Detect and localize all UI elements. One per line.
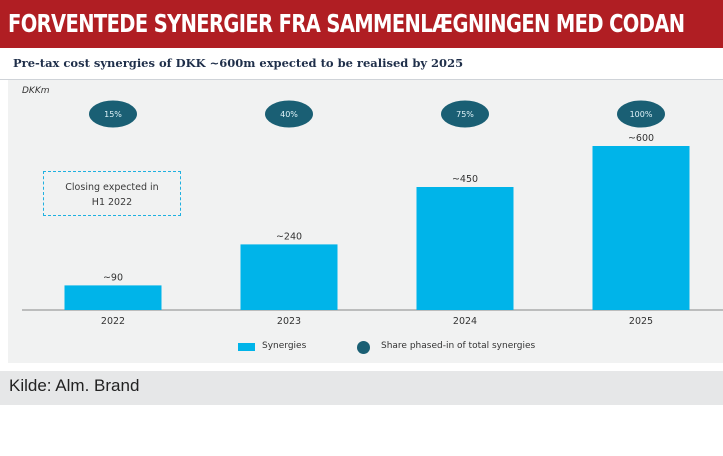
share-circle (617, 100, 665, 128)
share-percent-label: 75% (456, 110, 474, 119)
x-tick-label: 2022 (101, 316, 125, 327)
bar-2022 (64, 285, 162, 310)
bar-value-label: ~450 (452, 174, 478, 185)
subtitle-band (0, 48, 723, 80)
legend-synergies-swatch (238, 343, 255, 351)
title-banner (0, 0, 723, 48)
share-circle (265, 100, 313, 128)
x-tick-label: 2024 (453, 316, 477, 327)
chart-title: Pre-tax cost synergies of DKK ~600m expe… (13, 56, 464, 70)
share-percent-label: 40% (280, 110, 298, 119)
share-circle (89, 100, 137, 128)
callout-line-2: H1 2022 (91, 197, 133, 208)
callout-line-1: Closing expected in (65, 182, 159, 193)
share-percent-label: 15% (104, 110, 122, 119)
page-title: FORVENTEDE SYNERGIER FRA SAMMENLÆGNINGEN… (8, 9, 685, 38)
bar-2025 (592, 146, 690, 310)
share-percent-label: 100% (630, 110, 653, 119)
source-band (0, 371, 723, 405)
bar-2024 (416, 187, 514, 310)
bar-value-label: ~600 (628, 133, 654, 144)
legend-synergies-label: Synergies (262, 341, 307, 351)
bar-value-label: ~90 (103, 272, 123, 283)
legend-share-label: Share phased-in of total synergies (381, 341, 536, 351)
source-text: Kilde: Alm. Brand (9, 376, 140, 395)
share-circle (441, 100, 489, 128)
unit-label: DKKm (22, 86, 50, 96)
x-tick-label: 2025 (629, 316, 653, 327)
bar-value-label: ~240 (276, 231, 302, 242)
closing-callout-box (43, 171, 181, 216)
legend-share-dot (357, 341, 370, 354)
bar-2023 (240, 244, 338, 310)
x-tick-label: 2023 (277, 316, 301, 327)
